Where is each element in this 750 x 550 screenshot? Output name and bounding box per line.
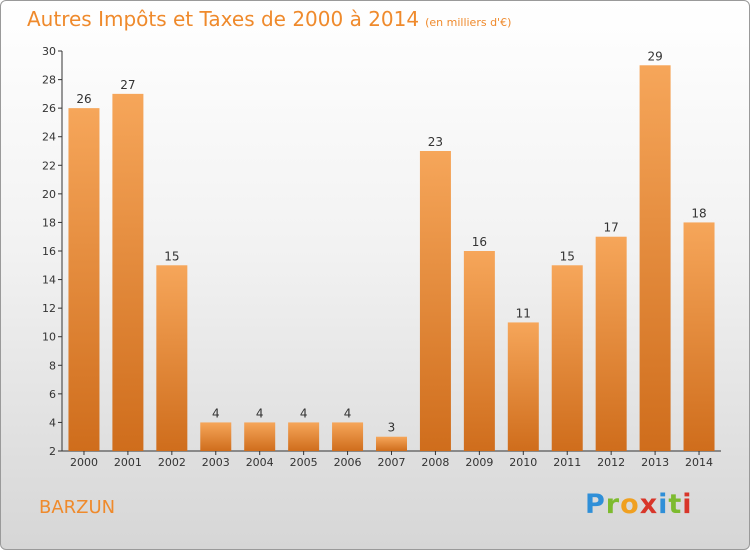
logo-letter: o: [620, 489, 640, 520]
x-tick-label: 2004: [246, 456, 274, 469]
x-tick-label: 2002: [158, 456, 186, 469]
x-tick-label: 2000: [70, 456, 98, 469]
x-tick-label: 2008: [421, 456, 449, 469]
data-label: 4: [344, 406, 352, 420]
y-tick-label: 12: [42, 302, 56, 315]
bar: [332, 422, 364, 451]
x-tick-label: 2001: [114, 456, 142, 469]
x-tick-label: 2013: [641, 456, 669, 469]
data-label: 18: [691, 206, 706, 220]
data-label: 15: [164, 249, 179, 263]
bar: [419, 151, 451, 451]
x-tick-label: 2012: [597, 456, 625, 469]
chart-bars: [68, 65, 715, 452]
y-tick-label: 14: [42, 274, 56, 287]
x-tick-label: 2005: [290, 456, 318, 469]
data-label: 15: [560, 249, 575, 263]
y-tick-label: 4: [49, 416, 56, 429]
y-tick-label: 6: [49, 388, 56, 401]
chart-labels: 26 2000 27 2001 15 2002 4 2003 4 2004 4 2005 4 2006 3 2…: [70, 49, 713, 469]
y-tick-label: 30: [42, 45, 56, 58]
x-tick-label: 2010: [509, 456, 537, 469]
logo-letter: i: [658, 489, 669, 520]
logo-letter: x: [639, 489, 659, 520]
bar: [156, 265, 188, 451]
bar: [595, 236, 627, 451]
logo-letter: r: [605, 489, 621, 520]
chart-title: Autres Impôts et Taxes de 2000 à 2014 (en…: [27, 7, 511, 31]
y-tick-label: 18: [42, 216, 56, 229]
data-label: 4: [256, 406, 264, 420]
y-tick-label: 16: [42, 245, 56, 258]
bar: [639, 65, 671, 452]
data-label: 26: [76, 92, 91, 106]
x-tick-label: 2014: [685, 456, 713, 469]
data-label: 17: [604, 221, 619, 235]
data-label: 27: [120, 78, 135, 92]
chart-title-text: Autres Impôts et Taxes de 2000 à 2014: [27, 7, 420, 31]
y-tick-label: 8: [49, 359, 56, 372]
bar: [200, 422, 232, 451]
bar: [683, 222, 715, 451]
bar: [463, 251, 495, 451]
x-tick-label: 2006: [334, 456, 362, 469]
y-tick-label: 10: [42, 331, 56, 344]
logo-letter: P: [585, 489, 606, 520]
y-tick-label: 2: [49, 445, 56, 458]
y-tick-label: 26: [42, 102, 56, 115]
proxiti-logo: Proxiti: [585, 489, 693, 520]
bar: [551, 265, 583, 451]
y-tick-label: 20: [42, 188, 56, 201]
logo-letter: t: [668, 489, 683, 520]
logo-letter: i: [682, 489, 693, 520]
data-label: 16: [472, 235, 487, 249]
data-label: 4: [212, 406, 220, 420]
y-tick-label: 28: [42, 74, 56, 87]
bar: [288, 422, 320, 451]
data-label: 4: [300, 406, 308, 420]
x-tick-label: 2011: [553, 456, 581, 469]
bar: [112, 93, 144, 451]
chart-unit: (en milliers d'€): [425, 16, 512, 29]
bar: [376, 436, 407, 451]
x-tick-label: 2007: [378, 456, 406, 469]
bar: [507, 322, 539, 451]
y-tick-label: 22: [42, 159, 56, 172]
data-label: 11: [516, 306, 531, 320]
x-tick-label: 2009: [465, 456, 493, 469]
y-tick-label: 24: [42, 131, 56, 144]
data-label: 23: [428, 135, 443, 149]
data-label: 29: [647, 49, 662, 63]
x-tick-label: 2003: [202, 456, 230, 469]
data-label: 3: [388, 421, 396, 435]
bar: [244, 422, 276, 451]
commune-name: BARZUN: [39, 497, 116, 518]
bar: [68, 108, 100, 452]
